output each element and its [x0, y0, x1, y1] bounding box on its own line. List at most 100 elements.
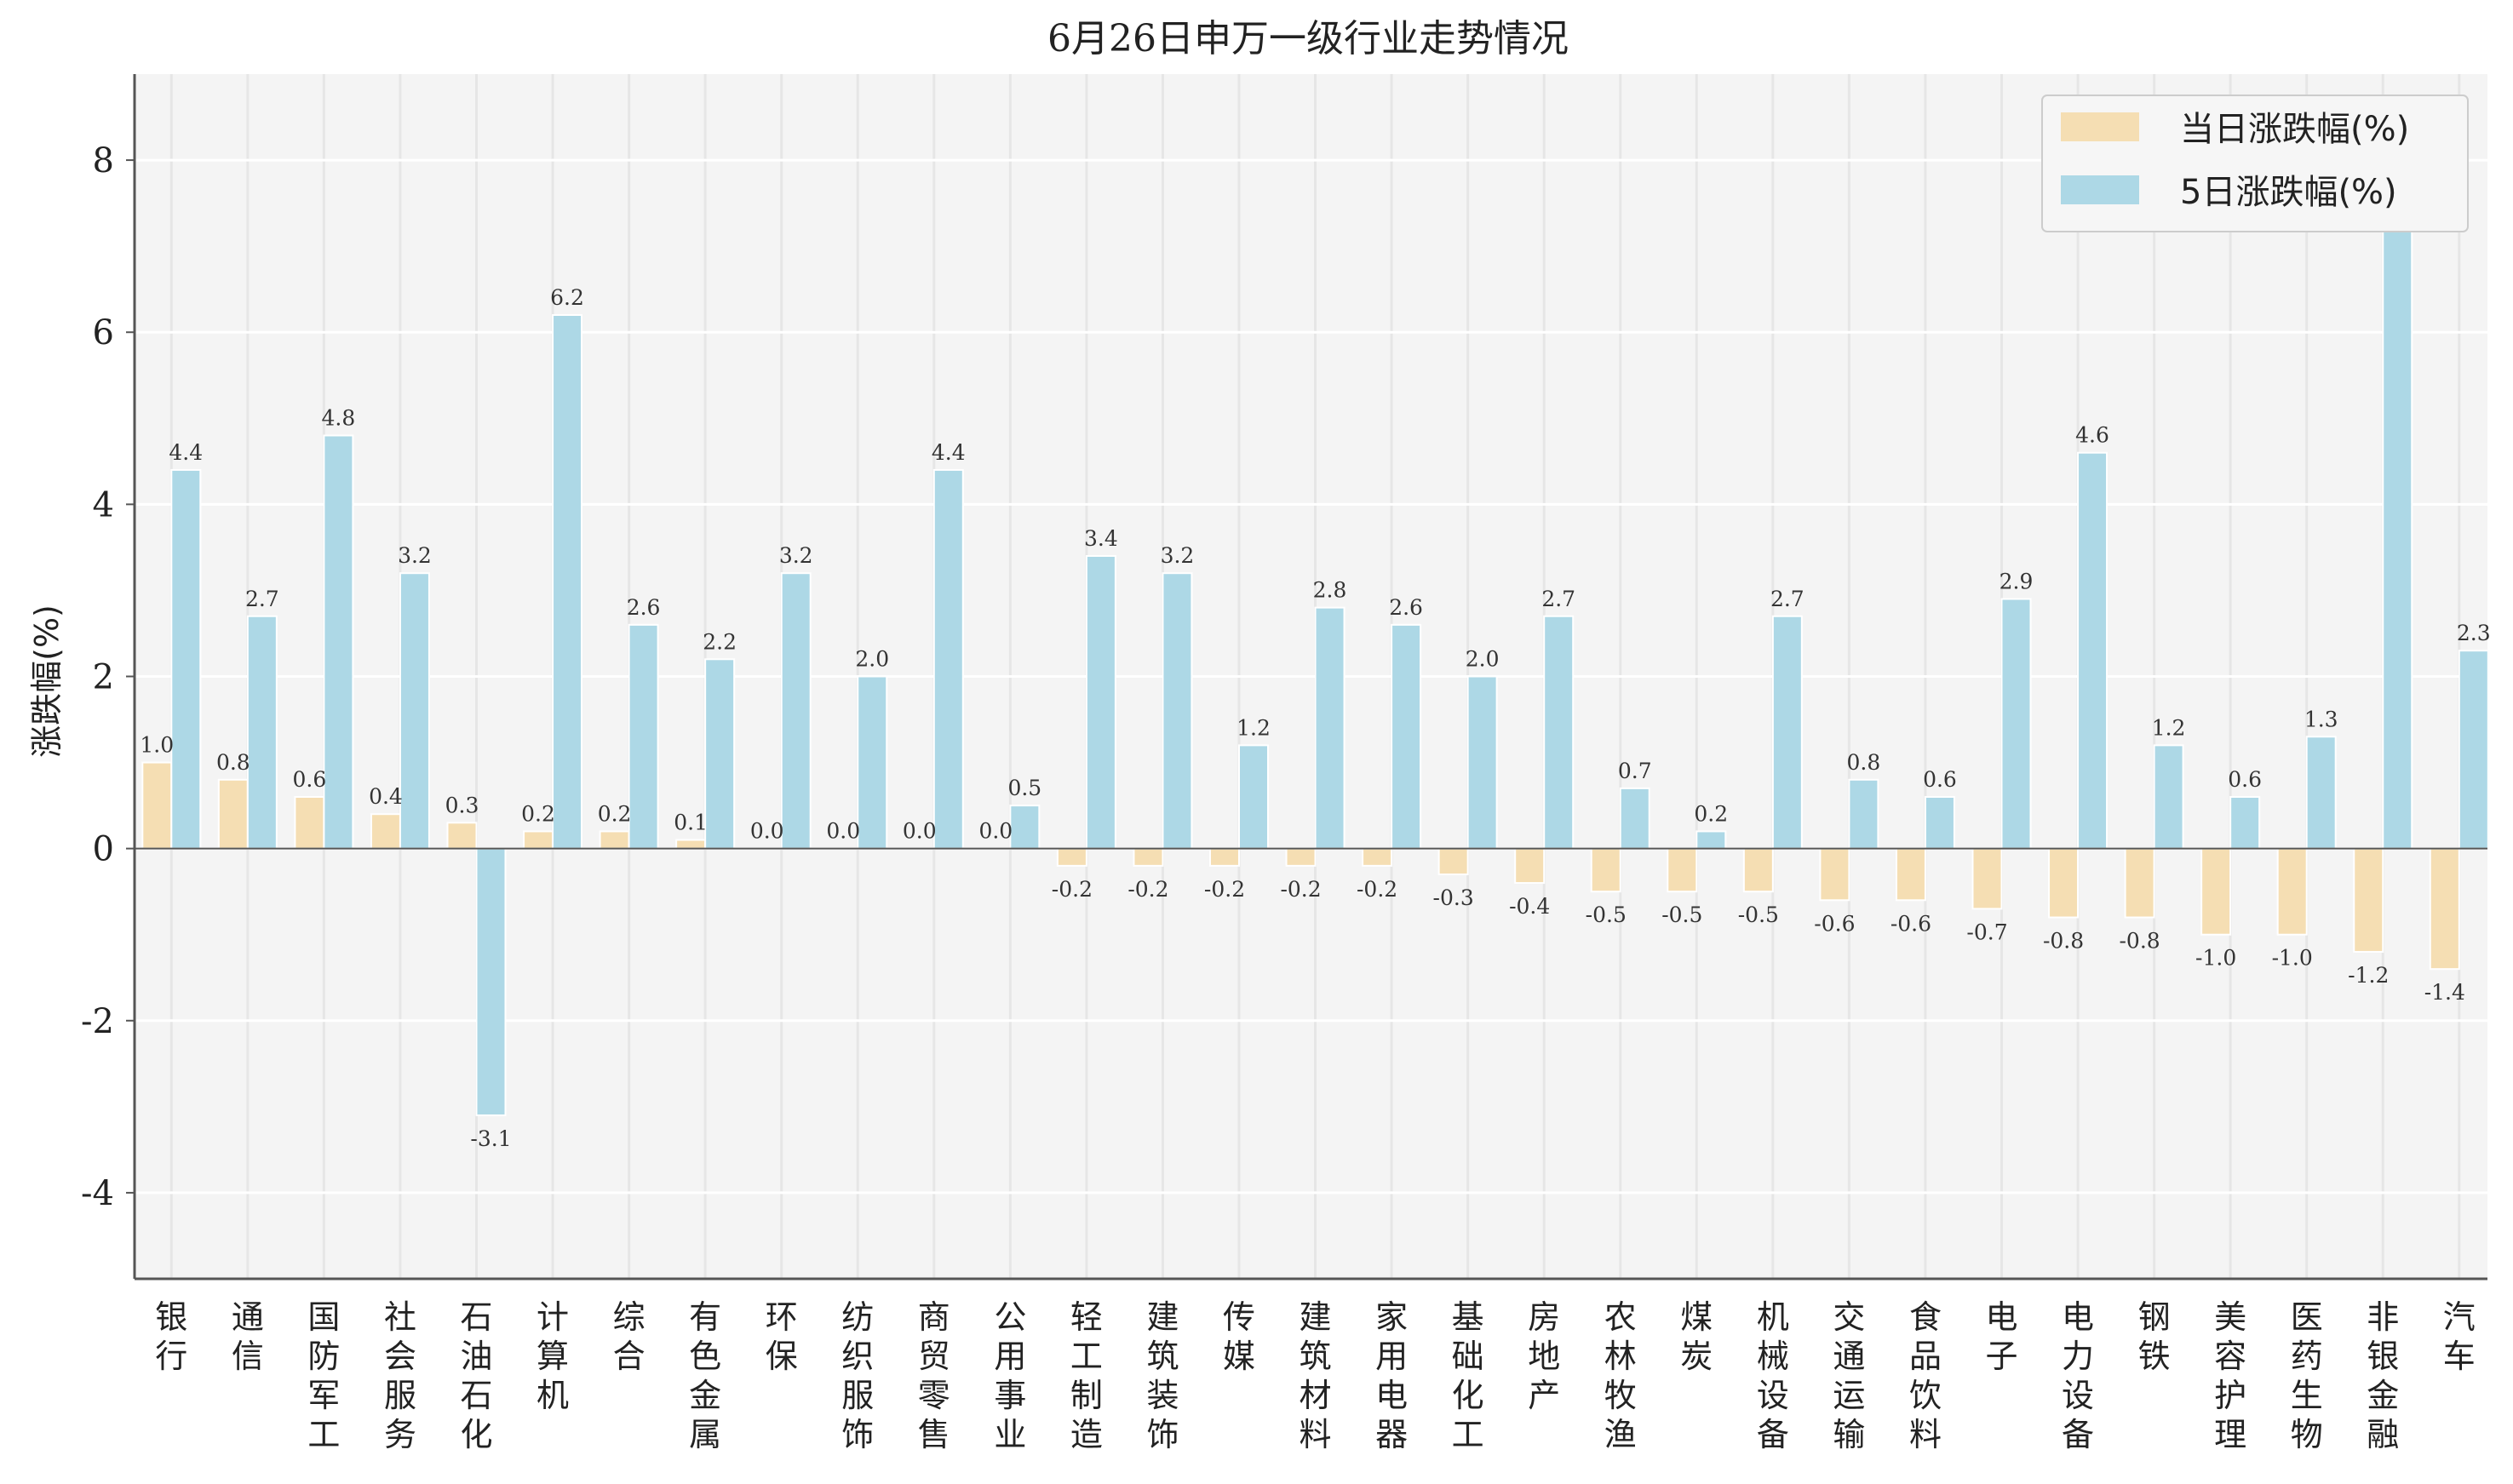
- x-category-label-13: 建筑装饰: [1146, 1298, 1179, 1453]
- bar-daily-4: [446, 822, 478, 850]
- bar-5day-13: [1162, 572, 1193, 850]
- data-label-daily-7: 0.1: [674, 811, 708, 835]
- bar-daily-16: [1362, 847, 1393, 867]
- data-label-daily-6: 0.2: [598, 801, 632, 826]
- x-category-label-30: 汽车: [2443, 1298, 2476, 1375]
- x-category-label-28: 医药生物: [2291, 1298, 2323, 1453]
- x-category-label-4: 石油石化: [460, 1298, 492, 1453]
- y-tick-label: 6: [93, 313, 114, 352]
- bar-daily-1: [217, 778, 249, 850]
- data-label-daily-25: -0.8: [2043, 929, 2084, 954]
- bar-5day-14: [1238, 744, 1269, 850]
- data-label-5day-12: 3.4: [1084, 526, 1118, 551]
- x-category-label-24: 电子: [1985, 1298, 2017, 1375]
- bar-daily-15: [1285, 847, 1317, 867]
- y-ticks: -4 -2 0 2 4 6 8: [81, 141, 135, 1213]
- bar-daily-19: [1590, 847, 1621, 893]
- data-label-5day-30: 2.3: [2457, 621, 2491, 645]
- data-label-daily-17: -0.3: [1433, 885, 1474, 910]
- x-category-label-11: 公用事业: [994, 1298, 1026, 1453]
- bar-daily-25: [2048, 847, 2080, 919]
- data-label-5day-4: -3.1: [470, 1126, 511, 1151]
- data-label-5day-18: 2.7: [1541, 587, 1575, 611]
- y-tick-label: 2: [93, 658, 114, 697]
- bar-daily-14: [1209, 847, 1240, 867]
- bar-5day-24: [2000, 598, 2032, 850]
- bar-daily-26: [2124, 847, 2155, 919]
- bar-5day-9: [857, 675, 888, 850]
- data-label-5day-17: 2.0: [1466, 647, 1500, 672]
- data-label-daily-18: -0.4: [1509, 894, 1550, 919]
- legend-label-daily: 当日涨跌幅(%): [2180, 110, 2409, 149]
- data-label-daily-30: -1.4: [2424, 980, 2465, 1005]
- bar-5day-1: [246, 615, 278, 850]
- data-label-5day-2: 4.8: [322, 406, 356, 431]
- data-label-5day-11: 0.5: [1007, 776, 1041, 800]
- data-label-5day-5: 6.2: [550, 285, 584, 310]
- data-label-5day-26: 1.2: [2152, 715, 2186, 740]
- bar-5day-28: [2305, 736, 2337, 850]
- bar-5day-7: [704, 658, 736, 850]
- data-label-5day-9: 2.0: [855, 647, 889, 672]
- data-label-5day-24: 2.9: [1999, 570, 2034, 594]
- bar-daily-5: [523, 830, 554, 850]
- x-category-label-2: 国防军工: [307, 1298, 340, 1453]
- bar-5day-27: [2229, 796, 2261, 850]
- data-label-daily-0: 1.0: [140, 733, 174, 758]
- data-label-5day-3: 3.2: [398, 543, 432, 568]
- x-category-label-19: 农林牧渔: [1604, 1298, 1637, 1453]
- bar-5day-3: [399, 572, 430, 850]
- x-category-label-15: 建筑材料: [1300, 1298, 1332, 1453]
- x-category-label-12: 轻工制造: [1070, 1298, 1103, 1453]
- data-label-daily-21: -0.5: [1738, 902, 1779, 927]
- bar-daily-20: [1667, 847, 1698, 893]
- bar-5day-18: [1543, 615, 1575, 850]
- bar-5day-22: [1848, 778, 1879, 850]
- bar-5day-4: [475, 847, 507, 1116]
- x-category-label-16: 家用电器: [1375, 1298, 1408, 1453]
- y-tick-label: 8: [93, 141, 114, 180]
- data-label-daily-24: -0.7: [1966, 920, 2007, 944]
- x-category-label-10: 商贸零售: [918, 1298, 950, 1453]
- bar-daily-22: [1819, 847, 1850, 902]
- data-label-5day-8: 3.2: [779, 543, 813, 568]
- bar-5day-16: [1391, 623, 1422, 850]
- x-category-label-20: 煤炭: [1680, 1298, 1713, 1375]
- data-label-daily-22: -0.6: [1814, 911, 1855, 936]
- bar-5day-20: [1695, 830, 1727, 850]
- data-label-daily-23: -0.6: [1890, 911, 1931, 936]
- bar-5day-17: [1466, 675, 1498, 850]
- bar-daily-27: [2200, 847, 2232, 936]
- bar-daily-23: [1895, 847, 1926, 902]
- bar-daily-12: [1056, 847, 1087, 867]
- bar-daily-7: [675, 839, 707, 850]
- y-tick-label: -2: [81, 1002, 114, 1041]
- data-label-daily-27: -1.0: [2195, 946, 2236, 971]
- data-label-daily-10: 0.0: [903, 819, 937, 844]
- legend-box: [2041, 95, 2469, 232]
- x-category-label-3: 社会服务: [384, 1298, 416, 1453]
- data-label-5day-13: 3.2: [1161, 543, 1195, 568]
- data-label-daily-12: -0.2: [1052, 877, 1093, 902]
- bar-daily-24: [1971, 847, 2003, 910]
- bar-5day-6: [628, 623, 659, 850]
- data-label-5day-15: 2.8: [1313, 578, 1347, 603]
- x-category-label-17: 基础化工: [1452, 1298, 1484, 1453]
- x-category-label-8: 环保: [766, 1298, 798, 1375]
- data-label-5day-14: 1.2: [1236, 715, 1271, 740]
- data-label-daily-28: -1.0: [2272, 946, 2313, 971]
- data-label-daily-3: 0.4: [369, 784, 403, 809]
- data-label-daily-5: 0.2: [521, 801, 555, 826]
- legend: 当日涨跌幅(%) 5日涨跌幅(%): [2041, 95, 2469, 232]
- data-label-daily-4: 0.3: [445, 793, 479, 817]
- data-label-5day-21: 2.7: [1770, 587, 1804, 611]
- data-label-5day-27: 0.6: [2228, 767, 2262, 792]
- bar-daily-0: [141, 761, 173, 850]
- bar-5day-19: [1619, 787, 1650, 850]
- legend-swatch-5day: [2061, 175, 2139, 204]
- bar-daily-13: [1133, 847, 1164, 867]
- data-label-daily-11: 0.0: [978, 819, 1013, 844]
- data-label-5day-0: 4.4: [169, 440, 203, 465]
- data-label-daily-1: 0.8: [216, 750, 250, 775]
